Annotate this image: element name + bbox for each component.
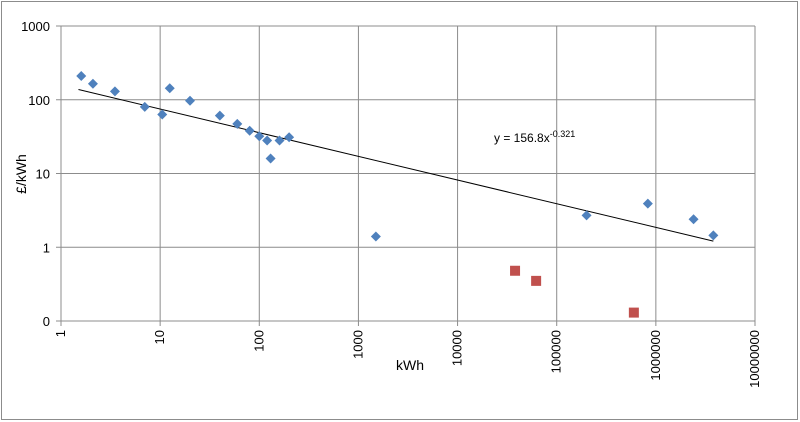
diamond-data-point — [265, 153, 276, 164]
x-tick-label: 100000 — [549, 330, 564, 373]
x-axis-title: kWh — [396, 357, 424, 373]
y-tick-label: 0 — [43, 314, 50, 329]
diamond-data-point — [274, 135, 285, 146]
trendline-line — [78, 89, 714, 242]
diamond-data-point — [244, 125, 255, 136]
y-tick-label: 1 — [43, 240, 50, 255]
x-tick-label: 1000000 — [648, 330, 663, 381]
diamond-data-point — [139, 101, 150, 112]
diamond-data-point — [708, 230, 719, 241]
axes — [56, 25, 756, 326]
y-tick-label: 10 — [36, 167, 50, 182]
trendline-equation-base: y = 156.8x — [494, 131, 550, 145]
y-tick-label: 1000 — [21, 19, 50, 34]
square-data-point — [510, 265, 521, 276]
y-axis-title: £/kWh — [13, 154, 29, 194]
data-points — [76, 70, 719, 318]
diamond-data-point — [688, 214, 699, 225]
diamond-data-point — [184, 95, 195, 106]
grid — [61, 25, 756, 321]
diamond-data-point — [164, 83, 175, 94]
diamond-data-point — [109, 86, 120, 97]
trendline-equation: y = 156.8x-0.321 — [494, 129, 575, 145]
x-tick-label: 1000 — [350, 330, 365, 359]
x-tick-label: 10 — [152, 330, 167, 344]
diamond-data-point — [87, 78, 98, 89]
trendline-equation-exponent: -0.321 — [550, 129, 576, 139]
trendline — [78, 89, 714, 242]
diamond-data-point — [370, 231, 381, 242]
y-tick-label: 100 — [28, 93, 50, 108]
diamond-data-point — [157, 109, 168, 120]
diamond-data-point — [232, 118, 243, 129]
diamond-data-point — [214, 110, 225, 121]
diamond-data-point — [262, 135, 273, 146]
x-tick-label: 100 — [251, 330, 266, 352]
x-tick-label: 10000 — [450, 330, 465, 366]
square-data-point — [628, 307, 639, 318]
square-data-point — [531, 275, 542, 286]
diamond-data-point — [76, 70, 87, 81]
x-tick-label: 1 — [53, 330, 68, 337]
tick-labels: 1 10 100 1000 10000 100000 1000000 100000000110… — [21, 19, 762, 388]
diamond-data-point — [581, 210, 592, 221]
x-tick-label: 10000000 — [747, 330, 762, 388]
diamond-data-point — [254, 131, 265, 142]
diamond-data-point — [642, 198, 653, 209]
diamond-data-point — [284, 132, 295, 143]
